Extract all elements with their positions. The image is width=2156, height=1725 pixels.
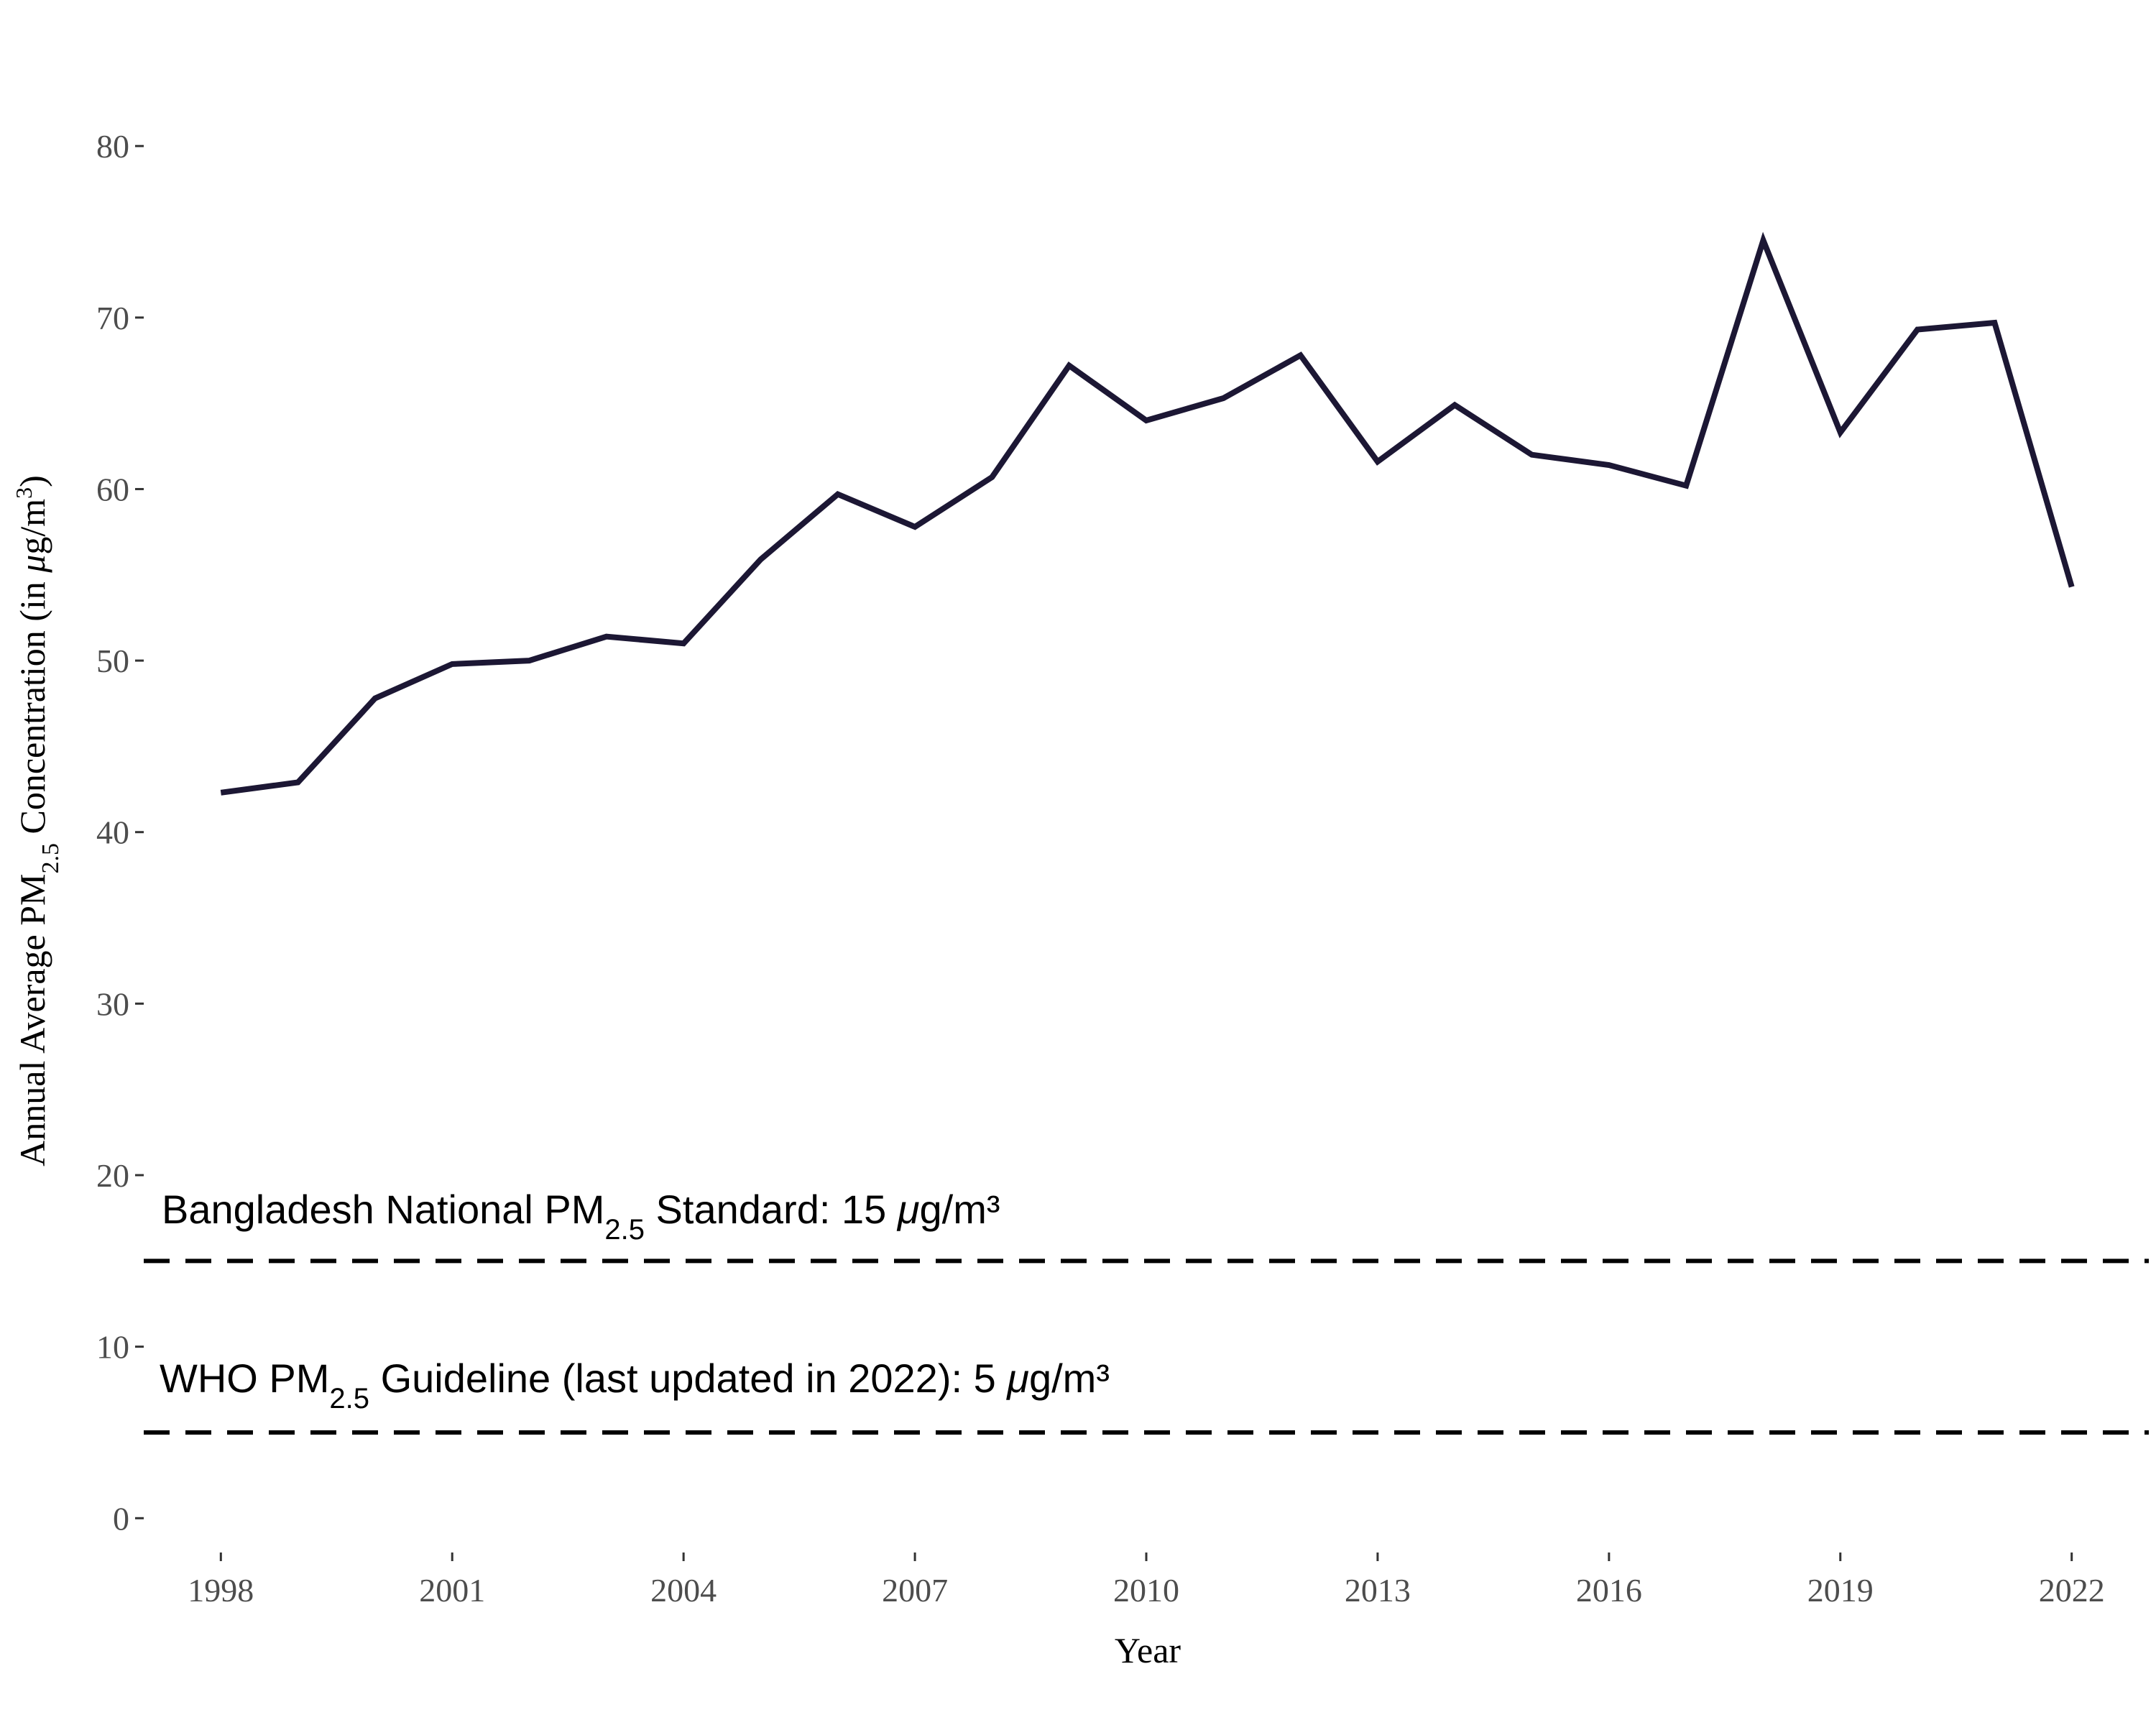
data-point	[835, 492, 841, 497]
data-point	[989, 474, 995, 480]
x-tick-label: 2010	[1113, 1572, 1179, 1609]
who-guideline-label: WHO PM2.5 Guideline (last updated in 202…	[160, 1356, 1110, 1414]
y-tick-label: 30	[96, 985, 129, 1022]
data-point	[1298, 352, 1304, 358]
data-point	[1067, 363, 1072, 369]
y-axis-title: Annual Average PM2.5 Concentration (in μ…	[11, 475, 64, 1167]
y-tick-label: 50	[96, 643, 129, 679]
data-point	[527, 658, 533, 663]
data-point	[295, 780, 301, 786]
x-tick-label: 2004	[650, 1572, 717, 1609]
data-point	[1375, 459, 1381, 464]
national-standard-label: Bangladesh National PM2.5 Standard: 15 μ…	[162, 1187, 1000, 1246]
data-point	[757, 556, 763, 562]
x-tick-label: 2022	[2039, 1572, 2105, 1609]
y-tick-label: 40	[96, 814, 129, 851]
x-axis: 1998 2001 2004 2007 2010 2013 2016 2019 2022	[188, 1552, 2105, 1609]
data-point	[604, 634, 609, 640]
data-point	[2069, 584, 2075, 589]
data-point	[1220, 395, 1226, 401]
x-tick-label: 2001	[419, 1572, 485, 1609]
y-tick-label: 80	[96, 128, 129, 165]
data-point	[372, 696, 378, 702]
x-tick-label: 2007	[882, 1572, 948, 1609]
data-point	[681, 640, 686, 646]
data-point	[1143, 418, 1149, 423]
data-point	[1683, 483, 1689, 489]
data-point	[1838, 430, 1843, 436]
series-pm25	[218, 231, 2075, 796]
x-tick-label: 2019	[1807, 1572, 1874, 1609]
data-point	[912, 524, 918, 530]
data-point	[218, 790, 224, 796]
pm25-series-line	[220, 231, 2075, 796]
data-point	[449, 661, 455, 667]
data-point	[1915, 327, 1920, 333]
y-tick-label: 60	[96, 471, 129, 507]
y-tick-label: 70	[96, 300, 129, 336]
data-point	[1991, 320, 1997, 326]
data-point	[1760, 237, 1766, 243]
y-tick-label: 0	[113, 1500, 129, 1537]
x-axis-title: Year	[1115, 1630, 1181, 1670]
data-point	[1452, 402, 1457, 408]
y-axis: 0 10 20 30 40 50 60 70 80	[96, 128, 144, 1537]
y-tick-label: 10	[96, 1329, 129, 1366]
y-tick-label: 20	[96, 1157, 129, 1194]
data-point	[1529, 452, 1535, 458]
x-tick-label: 1998	[188, 1572, 254, 1609]
x-tick-label: 2013	[1345, 1572, 1411, 1609]
x-tick-label: 2016	[1576, 1572, 1642, 1609]
data-point	[1606, 462, 1612, 468]
reference-lines	[144, 1259, 2149, 1435]
